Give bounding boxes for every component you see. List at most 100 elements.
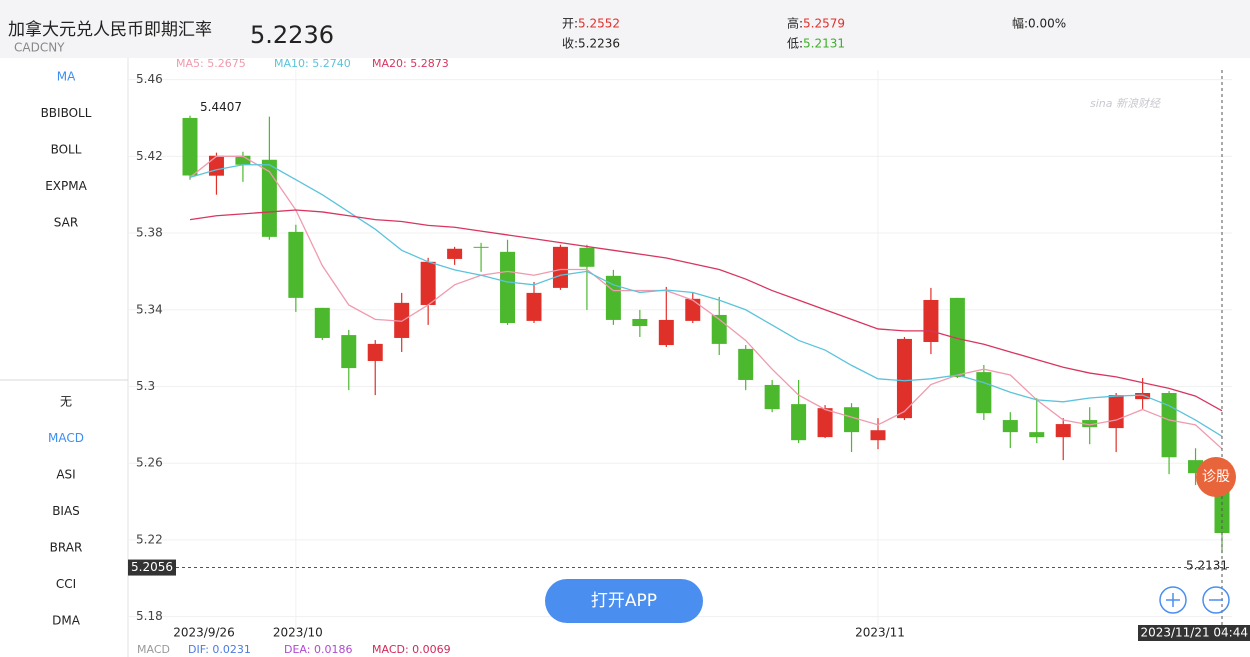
candle-body: [552, 246, 568, 288]
y-tick-label: 5.38: [136, 226, 163, 240]
indicator-item[interactable]: 无: [60, 395, 72, 409]
indicator-item[interactable]: BBIBOLL: [41, 106, 92, 120]
button-bg: [1196, 457, 1236, 497]
candle-body: [447, 248, 463, 259]
x-tick-label: 2023/11/21 04:44: [1140, 626, 1248, 640]
candle-body: [685, 298, 701, 321]
legend-entry: MA10: 5.2740: [274, 57, 351, 70]
quote-value: 5.2236: [578, 37, 620, 51]
sidebar: [0, 58, 128, 657]
y-tick-label: 5.26: [136, 456, 163, 470]
macd-legend: DIF: 0.0231: [188, 643, 251, 656]
indicator-item[interactable]: EXPMA: [45, 179, 87, 193]
quote-label: 收:: [562, 37, 578, 51]
macd-legend: MACD: 0.0069: [372, 643, 451, 656]
candle-body: [1135, 393, 1151, 400]
indicator-item[interactable]: BIAS: [52, 504, 80, 518]
indicator-item[interactable]: ASI: [56, 468, 75, 482]
candle-body: [579, 247, 595, 267]
candle-body: [658, 319, 674, 346]
x-tick-label: 2023/11: [855, 626, 905, 640]
zoom-out[interactable]: [1202, 586, 1230, 614]
button-label: 打开APP: [591, 591, 657, 611]
candle-body: [1002, 420, 1018, 433]
low-annotation: 5.2131: [1186, 559, 1228, 573]
indicator-item[interactable]: SAR: [54, 216, 78, 230]
candle-body: [738, 348, 754, 380]
indicator-item[interactable]: MACD: [48, 431, 84, 445]
chart-layer: 5.46 5.42 5.38 5.34 5.3 5.26 5.22 5.18 2023/9/26…: [128, 57, 1250, 656]
candle-body: [500, 251, 516, 323]
macd-legend: MACD: [137, 643, 170, 656]
candle-body: [1055, 424, 1071, 438]
indicator-item[interactable]: DMA: [52, 614, 81, 628]
quote-value: 5.2579: [803, 17, 845, 31]
legend-entry: MA20: 5.2873: [372, 57, 449, 70]
y-tick-label: 5.22: [136, 532, 163, 546]
candle-body: [367, 343, 383, 361]
candle-body: [235, 155, 251, 165]
y-tick-label: 5.42: [136, 149, 163, 163]
ma-line: [189, 164, 1223, 437]
candle-body: [208, 155, 224, 176]
zoom-circle: [1159, 586, 1187, 614]
header-bar: [0, 0, 1250, 58]
quote-value: 5.2552: [578, 17, 620, 31]
candle-body: [764, 384, 780, 410]
y-tick-label: 5.46: [136, 72, 163, 86]
candle-body: [949, 297, 965, 378]
candle-body: [526, 292, 542, 321]
indicator-item[interactable]: CCI: [56, 577, 76, 591]
candle-body: [314, 307, 330, 338]
diagnose-button[interactable]: 诊股: [1196, 457, 1236, 497]
ma-line: [189, 155, 1223, 450]
watermark: sina 新浪财经: [1090, 97, 1161, 110]
candle-body: [844, 407, 860, 433]
candle-body: [896, 338, 912, 419]
zoom-circle: [1202, 586, 1230, 614]
crosshair-label-box: [128, 559, 176, 576]
quote-label: 开:: [562, 17, 578, 31]
candle-body: [976, 372, 992, 414]
x-tick-label: 2023/10: [273, 626, 323, 640]
candle-body: [473, 246, 489, 248]
quote-label: 低:: [787, 37, 803, 51]
legend-entry: MA5: 5.2675: [176, 57, 246, 70]
quote-value: 0.00%: [1028, 17, 1066, 31]
indicator-item[interactable]: BRAR: [50, 541, 83, 555]
zoom-in[interactable]: [1159, 586, 1187, 614]
candle-body: [288, 231, 304, 298]
macd-legend: DEA: 0.0186: [284, 643, 352, 656]
button-bg: [545, 579, 703, 623]
quote-label: 幅:: [1012, 16, 1028, 31]
indicator-item[interactable]: BOLL: [51, 143, 82, 157]
title: 加拿大元兑人民币即期汇率: [8, 19, 212, 40]
open-app-button[interactable]: 打开APP: [545, 579, 703, 623]
candle-body: [1108, 395, 1124, 429]
high-annotation: 5.4407: [200, 100, 242, 114]
candle-body: [420, 261, 436, 305]
y-tick-label: 5.34: [136, 302, 163, 316]
candle-body: [1082, 420, 1098, 428]
candle-body: [923, 299, 939, 342]
candle-body: [341, 335, 357, 369]
candle-body: [1161, 393, 1177, 458]
candle-body: [791, 404, 807, 441]
candle-body: [182, 117, 198, 176]
price: 5.2236: [250, 21, 334, 49]
quote-label: 高:: [787, 16, 803, 31]
candle-body: [261, 159, 277, 237]
code: CADCNY: [14, 41, 65, 55]
button-label: 诊股: [1202, 469, 1230, 485]
plus-icon: [1166, 593, 1180, 607]
candle-body: [870, 430, 886, 441]
y-tick-label: 5.18: [136, 609, 163, 623]
candle-body: [394, 302, 410, 338]
quote-value: 5.2131: [803, 37, 845, 51]
y-tick-label: 5.3: [136, 379, 155, 393]
candle-body: [632, 318, 648, 327]
indicator-item[interactable]: MA: [57, 70, 76, 84]
